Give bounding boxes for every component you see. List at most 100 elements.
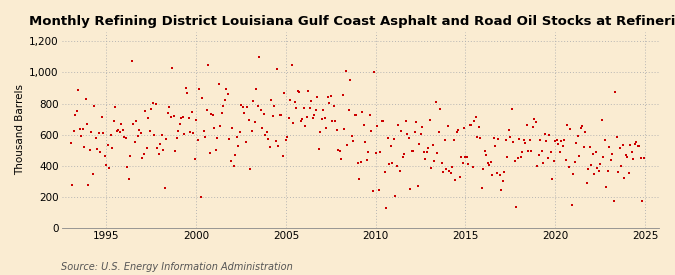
Point	[179, 132, 190, 136]
Point	[234, 129, 245, 134]
Point	[481, 153, 492, 157]
Point	[128, 122, 139, 127]
Point	[399, 151, 410, 156]
Point	[277, 154, 288, 158]
Point	[109, 119, 119, 123]
Point	[215, 124, 225, 128]
Point	[398, 155, 408, 159]
Point	[429, 159, 439, 164]
Point	[140, 109, 151, 113]
Point	[334, 149, 345, 154]
Point	[300, 123, 310, 128]
Point	[313, 147, 324, 152]
Point	[291, 106, 302, 111]
Point	[511, 205, 522, 209]
Point	[610, 90, 620, 94]
Point	[222, 92, 233, 96]
Point	[310, 108, 321, 112]
Point	[415, 131, 426, 136]
Point	[176, 116, 187, 120]
Point	[504, 127, 514, 132]
Point	[151, 102, 161, 107]
Point	[484, 163, 495, 167]
Point	[394, 169, 405, 173]
Point	[599, 138, 610, 142]
Point	[516, 155, 526, 159]
Point	[267, 114, 278, 118]
Point	[474, 125, 485, 130]
Point	[327, 119, 338, 123]
Point	[423, 146, 433, 151]
Point	[260, 133, 271, 137]
Point	[623, 171, 634, 175]
Point	[173, 129, 184, 134]
Point	[65, 141, 76, 145]
Point	[544, 133, 555, 137]
Point	[598, 155, 609, 159]
Point	[146, 107, 157, 111]
Point	[318, 108, 329, 112]
Point	[292, 89, 303, 94]
Point	[416, 125, 427, 130]
Point	[325, 94, 336, 98]
Point	[393, 123, 404, 127]
Point	[381, 205, 392, 210]
Point	[531, 120, 541, 124]
Point	[575, 126, 586, 130]
Point	[142, 146, 153, 150]
Point	[375, 149, 385, 154]
Point	[134, 128, 144, 133]
Point	[572, 134, 583, 138]
Point	[445, 171, 456, 175]
Point	[249, 120, 260, 125]
Point	[364, 113, 375, 118]
Point	[589, 172, 599, 176]
Point	[574, 153, 585, 158]
Point	[378, 119, 389, 123]
Point	[74, 127, 85, 131]
Point	[372, 124, 383, 128]
Point	[458, 126, 469, 131]
Point	[545, 150, 556, 154]
Point	[385, 144, 396, 148]
Point	[392, 163, 402, 168]
Point	[620, 153, 631, 158]
Point	[521, 123, 532, 127]
Point	[420, 157, 431, 161]
Point	[532, 164, 543, 168]
Point	[285, 98, 296, 102]
Point	[457, 161, 468, 165]
Point	[309, 112, 320, 117]
Point	[132, 134, 143, 138]
Point	[556, 138, 566, 143]
Point	[103, 142, 113, 147]
Point	[273, 144, 284, 148]
Point	[371, 151, 381, 155]
Point	[178, 115, 188, 119]
Point	[614, 145, 625, 150]
Point	[80, 97, 91, 101]
Point	[115, 130, 126, 134]
Point	[587, 151, 598, 156]
Point	[433, 129, 444, 134]
Point	[443, 169, 454, 174]
Point	[330, 119, 341, 123]
Point	[297, 117, 308, 122]
Point	[559, 137, 570, 142]
Point	[86, 130, 97, 134]
Point	[505, 135, 516, 139]
Point	[97, 115, 107, 119]
Point	[524, 138, 535, 142]
Point	[345, 78, 356, 82]
Point	[456, 155, 466, 159]
Point	[475, 135, 486, 140]
Point	[460, 155, 471, 159]
Point	[342, 143, 353, 147]
Point	[508, 140, 519, 145]
Point	[497, 178, 508, 183]
Point	[348, 139, 358, 143]
Point	[550, 139, 561, 143]
Point	[638, 155, 649, 160]
Point	[617, 142, 628, 147]
Point	[466, 123, 477, 127]
